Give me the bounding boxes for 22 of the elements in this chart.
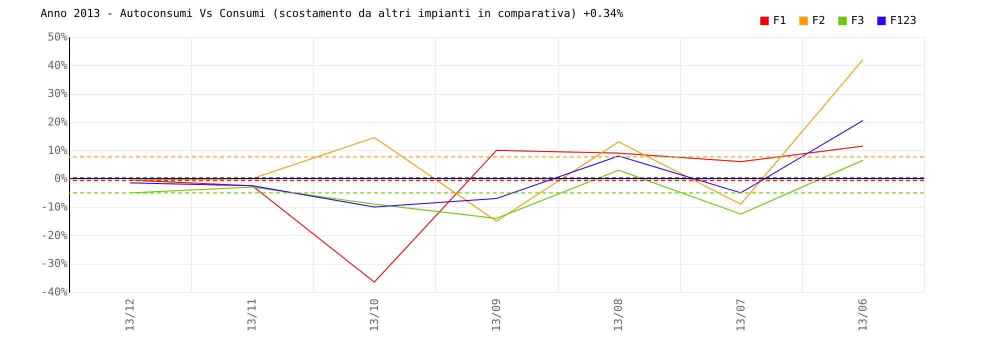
x-tick-label: 13/11: [246, 298, 259, 332]
x-tick-label: 13/07: [734, 298, 748, 332]
x-tick-label: 13/10: [368, 298, 381, 332]
y-tick-label: -40%: [41, 286, 68, 298]
y-tick-label: -20%: [41, 228, 68, 242]
y-tick-label: 30%: [48, 87, 68, 100]
legend-label: F3: [851, 14, 864, 27]
chart-title: Anno 2013 - Autoconsumi Vs Consumi (scostamento da altri impianti in comparativa) +0.34%: [40, 7, 624, 20]
legend-label: F1: [773, 14, 786, 27]
x-tick-label: 13/06: [856, 298, 870, 332]
y-tick-label: 50%: [48, 30, 68, 44]
x-tick-label: 13/12: [124, 298, 137, 332]
y-tick-label: 20%: [48, 116, 68, 128]
y-tick-label: 0%: [54, 172, 68, 186]
x-tick-label: 13/09: [490, 298, 503, 332]
y-tick-label: 40%: [48, 58, 68, 72]
y-tick-label: -30%: [41, 257, 68, 270]
legend-label: F2: [812, 14, 826, 27]
legend-label: F123: [890, 14, 916, 27]
x-tick-label: 13/08: [612, 298, 626, 332]
y-tick-label: -10%: [41, 200, 68, 214]
y-tick-label: 10%: [48, 144, 68, 157]
